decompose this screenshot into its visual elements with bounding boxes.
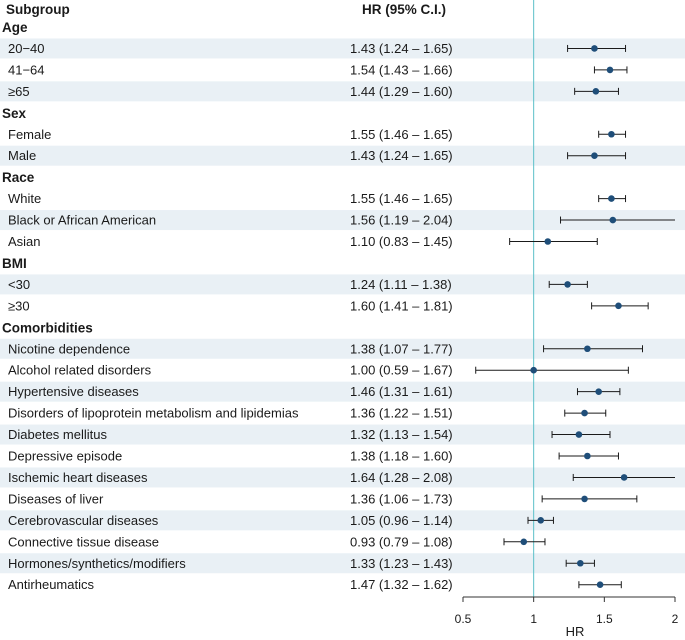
hr-ci-text: 1.43 (1.24 – 1.65) — [350, 148, 453, 163]
hr-ci-text: 1.55 (1.46 – 1.65) — [350, 191, 453, 206]
row-label: Nicotine dependence — [8, 341, 130, 356]
hr-point — [584, 345, 591, 353]
x-axis: 0.5 1 1.5 2 — [455, 596, 679, 626]
hr-ci-text: 1.05 (0.96 – 1.14) — [350, 513, 453, 528]
hr-ci-text: 1.47 (1.32 – 1.62) — [350, 577, 453, 592]
hr-point — [591, 152, 598, 159]
x-tick-label: 2 — [672, 612, 679, 626]
row-band — [0, 510, 685, 531]
row-label: Antirheumatics — [8, 577, 94, 592]
hr-ci-text: 1.24 (1.11 – 1.38) — [350, 277, 452, 292]
hr-ci-text: 1.38 (1.18 – 1.60) — [350, 449, 453, 464]
x-tick-label: 1.5 — [596, 612, 613, 626]
row-label: 20−40 — [8, 41, 45, 56]
hr-ci-text: 1.10 (0.83 – 1.45) — [350, 234, 453, 249]
hr-point — [575, 431, 583, 438]
row-label: ≥65 — [8, 84, 30, 99]
hr-point — [595, 388, 602, 395]
hr-ci-text: 1.55 (1.46 – 1.65) — [350, 127, 453, 142]
row-band — [0, 381, 685, 402]
hr-ci-text: 1.46 (1.31 – 1.61) — [350, 384, 453, 399]
row-band — [0, 424, 685, 445]
row-label: Asian — [8, 234, 41, 249]
row-band — [0, 210, 685, 231]
row-label: Hypertensive diseases — [8, 384, 139, 399]
hr-ci-text: 1.44 (1.29 – 1.60) — [350, 84, 453, 99]
header-subgroup: Subgroup — [6, 2, 70, 17]
hr-point — [564, 281, 571, 288]
x-tick-label: 0.5 — [455, 612, 472, 626]
row-label: Black or African American — [8, 213, 156, 228]
row-label: 41−64 — [8, 62, 45, 77]
hr-ci-text: 0.93 (0.79 – 1.08) — [350, 534, 453, 549]
hr-ci-text: 1.00 (0.59 – 1.67) — [350, 363, 453, 378]
row-label: White — [8, 191, 41, 206]
row-band — [0, 553, 685, 574]
hr-ci-text: 1.36 (1.06 – 1.73) — [350, 491, 453, 506]
hr-point — [581, 495, 588, 503]
row-label: Connective tissue disease — [8, 534, 159, 549]
hr-point — [608, 130, 615, 138]
hr-ci-text: 1.43 (1.24 – 1.65) — [350, 41, 453, 56]
hr-point — [620, 474, 628, 481]
x-tick-label: 1 — [530, 612, 537, 626]
row-band — [0, 145, 685, 166]
hr-point — [544, 238, 552, 245]
row-label: Diseases of liver — [8, 491, 104, 506]
row-label: <30 — [8, 277, 30, 292]
hr-ci-text: 1.64 (1.28 – 2.08) — [350, 470, 453, 485]
hr-point — [520, 538, 528, 546]
row-band — [0, 274, 685, 295]
row-band — [0, 81, 685, 102]
hr-point — [615, 302, 622, 310]
group-label: Comorbidities — [2, 320, 93, 335]
hr-point — [577, 559, 584, 567]
row-label: ≥30 — [8, 298, 30, 313]
hr-ci-text: 1.36 (1.22 – 1.51) — [350, 406, 453, 421]
hr-point — [581, 409, 588, 417]
forest-rows: Age 20−40 1.43 (1.24 – 1.65) 41−64 1.54 (1.4… — [2, 20, 675, 592]
group-label: BMI — [2, 256, 27, 271]
x-axis-label: HR — [566, 624, 585, 639]
row-band — [0, 467, 685, 488]
row-band — [0, 338, 685, 359]
group-label: Sex — [2, 106, 27, 121]
hr-point — [584, 452, 591, 460]
hr-point — [596, 581, 604, 588]
hr-point — [592, 88, 600, 95]
hr-point — [591, 45, 598, 52]
hr-point — [537, 517, 545, 524]
hr-point — [608, 195, 615, 202]
row-label: Male — [8, 148, 36, 163]
header-hr: HR (95% C.I.) — [362, 2, 446, 17]
row-label: Cerebrovascular diseases — [8, 513, 159, 528]
group-label: Race — [2, 170, 35, 185]
group-label: Age — [2, 20, 28, 35]
hr-point — [606, 66, 614, 74]
row-label: Hormones/synthetics/modifiers — [8, 556, 186, 571]
row-label: Disorders of lipoprotein metabolism and … — [8, 406, 299, 421]
hr-ci-text: 1.38 (1.07 – 1.77) — [350, 341, 453, 356]
row-label: Ischemic heart diseases — [8, 470, 148, 485]
hr-ci-text: 1.54 (1.43 – 1.66) — [350, 62, 453, 77]
row-bands — [0, 38, 685, 574]
hr-ci-text: 1.56 (1.19 – 2.04) — [350, 213, 453, 228]
row-label: Alcohol related disorders — [8, 363, 152, 378]
hr-ci-text: 1.60 (1.41 – 1.81) — [350, 298, 453, 313]
row-band — [0, 38, 685, 59]
row-label: Diabetes mellitus — [8, 427, 107, 442]
row-label: Depressive episode — [8, 449, 122, 464]
hr-ci-text: 1.33 (1.23 – 1.43) — [350, 556, 453, 571]
hr-point — [530, 366, 537, 374]
row-label: Female — [8, 127, 51, 142]
hr-point — [609, 216, 617, 224]
hr-ci-text: 1.32 (1.13 – 1.54) — [350, 427, 453, 442]
